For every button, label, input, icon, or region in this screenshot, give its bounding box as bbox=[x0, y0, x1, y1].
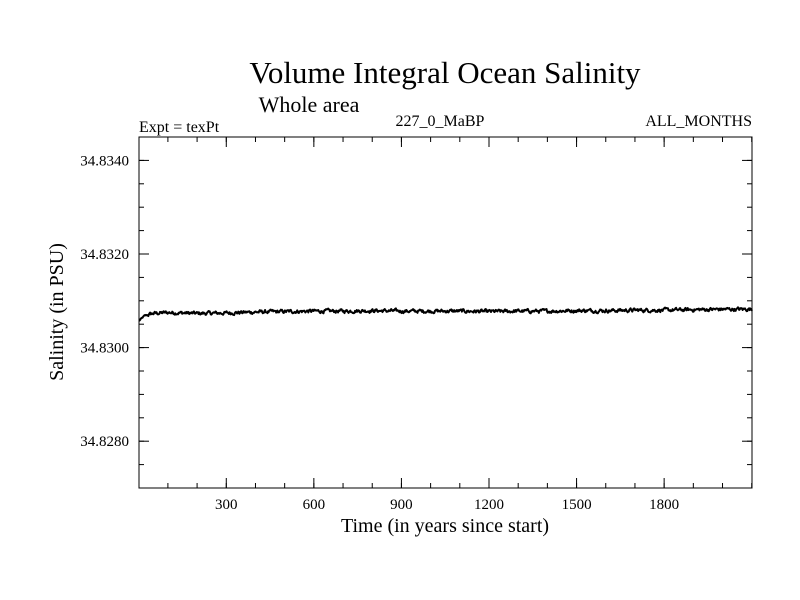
plot-frame bbox=[138, 136, 753, 489]
y-major-ticks bbox=[139, 159, 752, 442]
y-tick-label: 34.8300 bbox=[80, 341, 129, 357]
y-tick-labels: 34.8280 34.8300 34.8320 34.8340 bbox=[80, 153, 129, 450]
chart-subtitle: Whole area bbox=[259, 92, 360, 117]
y-tick-label: 34.8340 bbox=[80, 153, 129, 169]
x-tick-labels: 300 600 900 1200 1500 1800 bbox=[215, 497, 679, 513]
header-run-id: 227_0_MaBP bbox=[396, 113, 485, 130]
y-tick-label: 34.8280 bbox=[80, 434, 129, 450]
chart-title: Volume Integral Ocean Salinity bbox=[249, 55, 641, 90]
y-axis-label: Salinity (in PSU) bbox=[46, 243, 68, 381]
x-tick-label: 1500 bbox=[562, 497, 592, 513]
y-minor-ticks bbox=[139, 136, 752, 466]
x-tick-label: 600 bbox=[303, 497, 326, 513]
salinity-series-line bbox=[138, 306, 753, 322]
x-tick-label: 900 bbox=[390, 497, 413, 513]
header-experiment: Expt = texPt bbox=[139, 119, 220, 136]
header-months: ALL_MONTHS bbox=[645, 113, 752, 130]
x-tick-label: 300 bbox=[215, 497, 238, 513]
x-tick-label: 1800 bbox=[649, 497, 679, 513]
y-tick-label: 34.8320 bbox=[80, 247, 129, 263]
x-axis-label: Time (in years since start) bbox=[341, 515, 549, 537]
x-tick-label: 1200 bbox=[474, 497, 504, 513]
x-major-ticks bbox=[225, 137, 665, 488]
